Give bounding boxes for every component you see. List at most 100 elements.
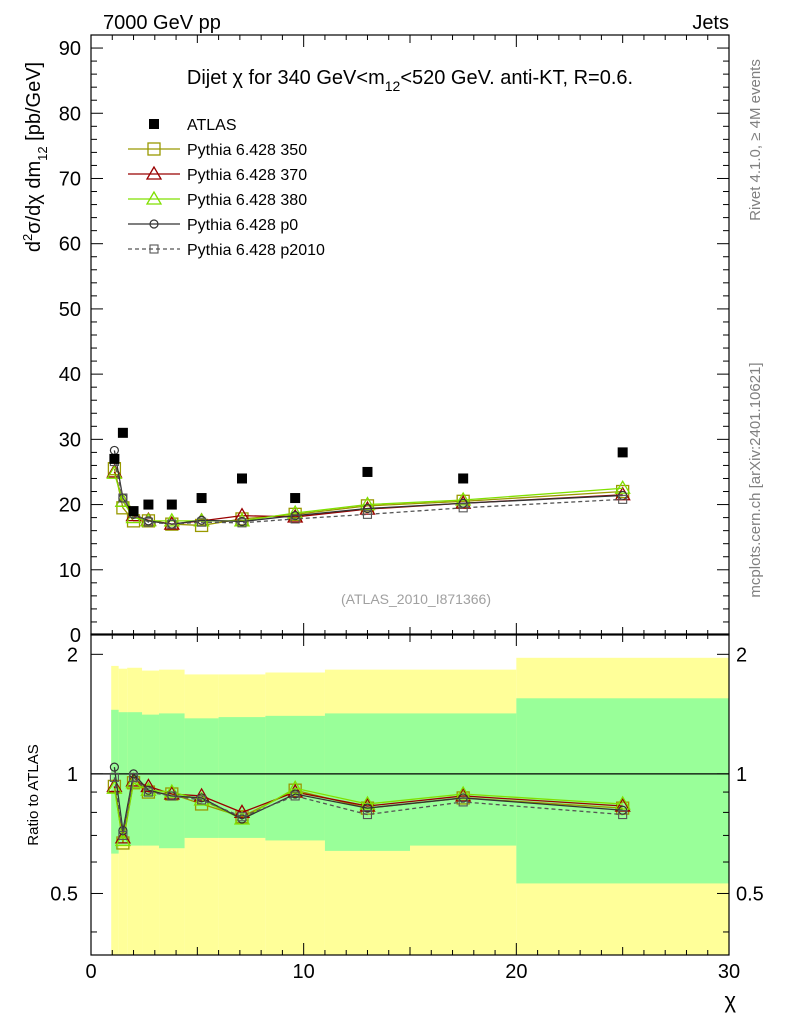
y-tick-label-main: 50 <box>59 299 81 321</box>
mcplots-label: mcplots.cern.ch [arXiv:2401.10621] <box>747 362 764 597</box>
x-tick-label: 30 <box>718 961 740 983</box>
y-tick-label-ratio-right: 0.5 <box>736 883 764 905</box>
axis-tick-labels: 0 10 20 30 0 10 20 30 40 50 60 70 80 90 0.5 0.5 1 1 2 2 <box>50 38 764 983</box>
inner-band-bin-5 <box>184 718 219 838</box>
legend-marker-p370 <box>145 165 163 180</box>
legend: ATLAS Pythia 6.428 350 Pythia 6.428 370 Pyt… <box>128 117 325 259</box>
point-p380 <box>287 779 304 794</box>
y-tick-label-main: 80 <box>59 103 81 125</box>
point-p2010 <box>109 772 119 782</box>
point-p2010 <box>167 519 177 529</box>
ratio-inner-band <box>111 698 729 884</box>
legend-label-p370: Pythia 6.428 370 <box>187 167 307 184</box>
point-p0 <box>362 503 373 514</box>
series-line-p370 <box>113 471 623 525</box>
x-tick-label: 0 <box>85 961 96 983</box>
point-p0 <box>362 803 373 813</box>
legend-marker-atlas <box>149 119 159 129</box>
y-tick-label-ratio-left: 1 <box>67 764 78 786</box>
point-p2010 <box>197 795 207 805</box>
series-line-p0 <box>113 767 623 831</box>
legend-marker-p380 <box>145 190 163 205</box>
point-p2010 <box>290 791 300 801</box>
inner-band-bin-10 <box>516 698 729 884</box>
point-p2010 <box>118 830 128 840</box>
legend-label-p350: Pythia 6.428 350 <box>187 142 307 159</box>
atlas-data-point <box>128 506 139 517</box>
point-p2010 <box>143 517 153 527</box>
atlas-data-point <box>458 473 469 484</box>
point-p2010 <box>362 810 373 820</box>
point-p2010 <box>128 772 139 782</box>
point-p2010 <box>118 493 128 503</box>
inner-band-bin-9 <box>410 713 517 846</box>
point-p380 <box>163 783 180 798</box>
ratio-series-group <box>106 762 631 850</box>
point-p2010 <box>458 797 468 807</box>
y-tick-label-main: 90 <box>59 38 81 60</box>
y-tick-label-main: 40 <box>59 364 81 386</box>
point-p2010 <box>237 518 247 528</box>
inner-band-bin-7 <box>265 715 325 841</box>
y-tick-label-main: 20 <box>59 495 81 517</box>
inner-band-bin-4 <box>159 713 185 849</box>
x-tick-label: 20 <box>505 961 527 983</box>
x-axis-label: χ <box>724 988 736 1013</box>
atlas-data-point <box>362 466 373 477</box>
atlas-data-point <box>143 499 154 510</box>
atlas-data-point <box>196 493 207 504</box>
analysis-id-watermark: (ATLAS_2010_I871366) <box>341 591 491 607</box>
point-p2010 <box>618 810 628 820</box>
series-line-p0 <box>113 450 623 525</box>
legend-label-p380: Pythia 6.428 380 <box>187 192 307 209</box>
point-p0 <box>109 762 119 772</box>
point-p380 <box>455 785 472 800</box>
point-p370 <box>233 804 251 819</box>
main-series-group <box>106 445 631 533</box>
y-tick-label-main: 70 <box>59 168 81 190</box>
rivet-version-label: Rivet 4.1.0, ≥ 4M events <box>747 59 764 221</box>
atlas-data-points <box>109 427 628 517</box>
process-label: Jets <box>692 12 729 34</box>
series-line-p2010 <box>113 776 623 836</box>
legend-marker-p350 <box>147 142 161 156</box>
atlas-data-point <box>617 447 628 458</box>
point-p380 <box>359 496 376 511</box>
atlas-data-point <box>117 427 128 438</box>
y-tick-label-main: 60 <box>59 234 81 256</box>
ratio-y-axis-label: Ratio to ATLAS <box>25 744 42 845</box>
inner-band-bin-8 <box>324 713 410 851</box>
plot-title: Dijet χ for 340 GeV<m12<520 GeV. anti-KT… <box>187 67 633 94</box>
legend-marker-p0 <box>149 219 159 229</box>
point-p2010 <box>143 787 153 797</box>
point-p380 <box>106 779 123 794</box>
point-p2010 <box>197 517 207 527</box>
point-p380 <box>455 491 472 506</box>
collision-label: 7000 GeV pp <box>103 12 221 34</box>
inner-band-bin-1 <box>118 712 128 846</box>
y-tick-label-ratio-right: 2 <box>736 644 747 666</box>
atlas-data-point <box>236 473 247 484</box>
main-y-axis-label: d2σ/dχ dm12 [pb/GeV] <box>20 62 50 252</box>
point-p2010 <box>362 509 373 519</box>
point-p2010 <box>167 791 177 801</box>
point-p380 <box>614 795 631 810</box>
inner-band-bin-3 <box>142 714 160 846</box>
point-p2010 <box>458 503 468 513</box>
inner-band-bin-6 <box>218 717 266 838</box>
legend-label-p2010: Pythia 6.428 p2010 <box>187 242 325 259</box>
y-tick-label-main: 0 <box>70 625 81 647</box>
atlas-data-point <box>290 493 301 504</box>
legend-label-p0: Pythia 6.428 p0 <box>187 217 298 234</box>
point-p380 <box>287 504 304 519</box>
point-p2010 <box>237 812 247 822</box>
legend-label-data: ATLAS <box>187 117 237 134</box>
y-tick-label-ratio-left: 0.5 <box>50 883 78 905</box>
point-p2010 <box>290 514 300 524</box>
point-p2010 <box>618 494 628 504</box>
y-tick-label-main: 30 <box>59 429 81 451</box>
legend-marker-p2010 <box>149 244 159 254</box>
atlas-data-point <box>166 499 177 510</box>
y-tick-label-ratio-right: 1 <box>736 764 747 786</box>
